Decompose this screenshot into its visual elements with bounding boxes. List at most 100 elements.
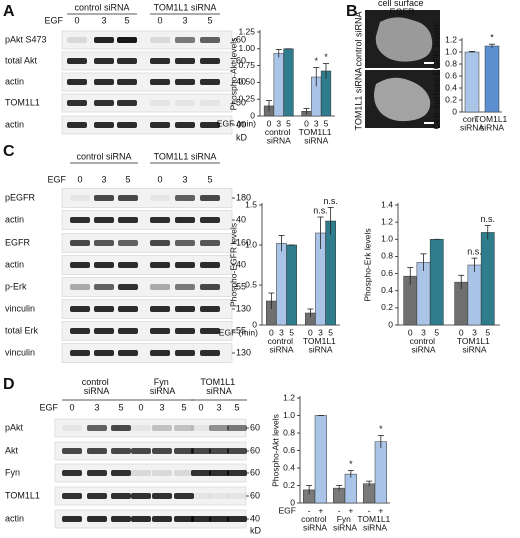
band — [191, 470, 211, 476]
mw-label: 130 — [236, 303, 251, 313]
band — [70, 306, 90, 312]
band — [150, 58, 170, 64]
microscopy — [365, 10, 440, 128]
text-line: TOM1L1 — [299, 127, 334, 137]
band — [67, 100, 87, 106]
y-tick-label: 1.00 — [238, 43, 255, 53]
text-line: TOM1L1 — [357, 514, 392, 524]
band — [175, 262, 195, 268]
x-axis-title: EGF (min) — [219, 327, 258, 337]
text-line: siRNA — [84, 386, 110, 396]
lane-label: 5 — [181, 402, 186, 412]
band — [87, 448, 107, 454]
band — [111, 516, 131, 522]
band — [150, 240, 170, 246]
row-label: total Akt — [5, 55, 38, 65]
row-label: actin — [5, 259, 24, 269]
row-label: Akt — [5, 445, 19, 455]
mw-label: 130 — [236, 347, 251, 357]
y-tick-label: 0 — [250, 110, 255, 120]
band — [175, 240, 195, 246]
y-tick-label: 0.6 — [381, 268, 393, 278]
band — [175, 195, 195, 201]
row-label: p-Erk — [5, 281, 27, 291]
band — [150, 350, 170, 356]
mw-label: 55 — [236, 281, 246, 291]
row-label: total Erk — [5, 325, 39, 335]
group-label: TOM1L1 siRNA — [154, 2, 217, 12]
y-tick-label: 1.0 — [245, 239, 257, 249]
group-label: TOM1L1 siRNA — [154, 151, 217, 161]
text-line: siRNA — [206, 386, 232, 396]
group-label: control siRNA — [410, 336, 438, 355]
band — [152, 470, 172, 476]
band — [152, 448, 172, 454]
mw-label: 180 — [236, 192, 251, 202]
treatment-label: EGF — [47, 174, 66, 184]
bar — [429, 239, 444, 326]
x-tick-label: 5 — [485, 327, 490, 337]
band — [150, 37, 170, 43]
bar — [374, 441, 387, 504]
x-tick-label: 3 — [314, 118, 319, 128]
band — [227, 516, 247, 522]
band — [131, 516, 151, 522]
band — [111, 493, 131, 499]
band — [70, 240, 90, 246]
band — [191, 448, 211, 454]
band — [174, 425, 194, 431]
bar — [484, 45, 500, 113]
band — [200, 122, 220, 128]
group-label: TOM1L1 siRNA — [299, 127, 334, 146]
text-line: siRNA — [304, 136, 328, 146]
band — [209, 448, 229, 454]
x-tick-label: - — [368, 505, 371, 515]
group-label: Fyn siRNA — [333, 514, 357, 533]
row-label: Fyn — [5, 467, 20, 477]
row-label: TOM1L1 — [5, 490, 40, 500]
bar — [480, 232, 495, 326]
x-axis-title: EGF (min) — [217, 118, 256, 128]
bar — [344, 473, 357, 504]
significance-label: n.s. — [323, 196, 338, 206]
y-tick-label: 0 — [388, 319, 393, 329]
text-line: control — [265, 127, 293, 137]
lane-label: 0 — [74, 15, 79, 25]
group-label: control siRNA — [82, 377, 112, 396]
text-line: siRNA — [462, 345, 486, 355]
lane-label: 5 — [234, 402, 239, 412]
band — [131, 425, 151, 431]
band — [209, 425, 229, 431]
band — [200, 306, 220, 312]
text-line: siRNA — [460, 123, 484, 133]
lane-label: 0 — [198, 402, 203, 412]
x-tick-label: 5 — [434, 327, 439, 337]
mw-label: 40 — [236, 214, 246, 224]
band — [94, 195, 114, 201]
band — [200, 284, 220, 290]
group-label: TOM1L1 siRNA — [357, 514, 392, 533]
treatment-label: EGF — [39, 402, 58, 412]
band — [209, 470, 229, 476]
lane-label: 0 — [77, 174, 82, 184]
band — [118, 328, 138, 334]
lane-label: 3 — [216, 402, 221, 412]
band — [150, 306, 170, 312]
group-label: control siRNA — [76, 151, 131, 161]
band — [191, 425, 211, 431]
bar — [363, 483, 376, 504]
lane-label: 5 — [207, 15, 212, 25]
band — [175, 79, 195, 85]
y-tick-label: 0.25 — [238, 93, 255, 103]
y-tick-label: 0.8 — [283, 427, 295, 437]
significance-label: n.s. — [481, 214, 496, 224]
x-tick-label: 0 — [269, 327, 274, 337]
band — [118, 306, 138, 312]
band — [67, 79, 87, 85]
band — [191, 493, 211, 499]
band — [227, 448, 247, 454]
band — [200, 262, 220, 268]
row-label: actin — [5, 76, 24, 86]
x-tick-label: 0 — [459, 327, 464, 337]
band — [94, 217, 114, 223]
